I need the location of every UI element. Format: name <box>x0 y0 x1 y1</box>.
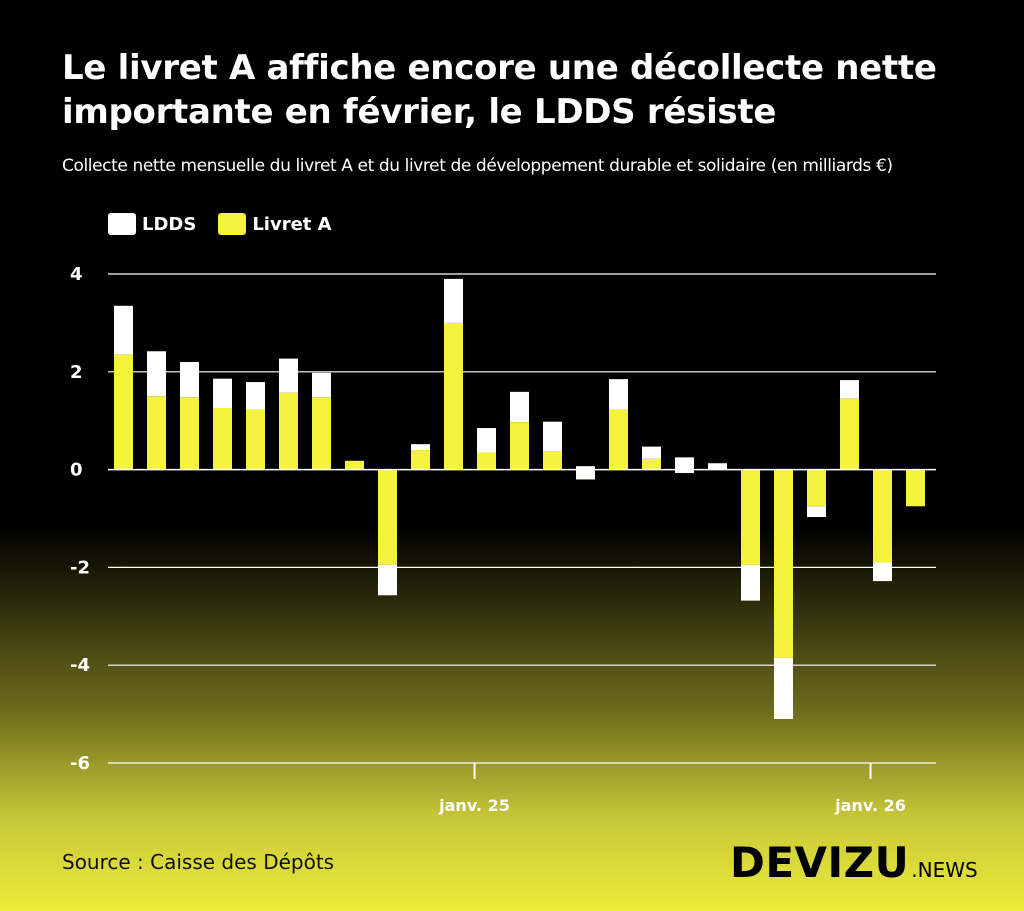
source-note: Source : Caisse des Dépôts <box>62 850 335 874</box>
legend-item-livret-a: Livret A <box>218 213 332 235</box>
bar-ldds <box>510 391 529 423</box>
bar-ldds <box>411 444 430 451</box>
bar-ldds <box>774 657 793 719</box>
bar-ldds <box>147 351 166 397</box>
legend-label-livret-a: Livret A <box>252 213 332 235</box>
bar-livret-a <box>180 397 199 470</box>
bar-ldds <box>279 358 298 393</box>
y-tick-label: 2 <box>70 362 83 383</box>
devizu-logo: DEVIZU .NEWS <box>730 838 978 887</box>
bar-ldds <box>840 380 859 399</box>
bar-livret-a <box>378 469 397 565</box>
bar-ldds <box>807 506 826 518</box>
y-tick-label: -2 <box>70 557 90 578</box>
bar-livret-a <box>345 460 364 470</box>
bar-livret-a <box>906 469 925 507</box>
bar-livret-a <box>510 422 529 470</box>
bar-livret-a <box>741 469 760 565</box>
bar-ldds <box>378 564 397 596</box>
bar-livret-a <box>147 396 166 470</box>
x-tick-label: janv. 25 <box>438 796 510 815</box>
bar-ldds <box>741 564 760 601</box>
legend-swatch-ldds <box>108 213 136 235</box>
bar-ldds <box>576 466 595 480</box>
bar-livret-a <box>477 452 496 470</box>
logo-main-text: DEVIZU <box>730 838 910 887</box>
bar-ldds <box>609 379 628 410</box>
y-tick-label: 0 <box>70 460 83 481</box>
y-tick-label: -4 <box>70 655 90 676</box>
bar-ldds <box>114 305 133 355</box>
chart-title: Le livret A affiche encore une décollect… <box>62 48 937 132</box>
bar-livret-a <box>411 450 430 470</box>
bar-ldds <box>543 421 562 452</box>
bar-livret-a <box>774 469 793 658</box>
x-tick-label: janv. 26 <box>834 796 906 815</box>
bar-ldds <box>180 362 199 398</box>
bar-ldds <box>477 428 496 453</box>
bar-ldds <box>213 378 232 408</box>
bar-ldds <box>708 463 727 470</box>
bar-ldds <box>873 562 892 582</box>
bar-livret-a <box>642 458 661 470</box>
y-tick-label: -6 <box>70 753 90 774</box>
bar-ldds <box>444 278 463 323</box>
bar-livret-a <box>213 407 232 470</box>
bar-livret-a <box>246 409 265 470</box>
chart-legend: LDDS Livret A <box>108 213 354 235</box>
y-tick-label: 4 <box>70 264 83 285</box>
bar-ldds <box>312 372 331 398</box>
bar-ldds <box>675 457 694 474</box>
legend-label-ldds: LDDS <box>142 213 197 235</box>
bar-ldds <box>642 446 661 459</box>
legend-swatch-livret-a <box>218 213 247 235</box>
bar-livret-a <box>114 354 133 470</box>
bar-livret-a <box>444 322 463 470</box>
bar-livret-a <box>840 398 859 470</box>
bar-ldds <box>246 382 265 410</box>
bar-livret-a <box>543 451 562 470</box>
logo-sub-text: .NEWS <box>911 858 978 882</box>
bar-livret-a <box>807 469 826 507</box>
chart-subtitle: Collecte nette mensuelle du livret A et … <box>62 156 893 176</box>
bar-livret-a <box>609 409 628 470</box>
legend-item-ldds: LDDS <box>108 213 196 235</box>
bar-livret-a <box>312 397 331 470</box>
bar-livret-a <box>873 469 892 563</box>
bar-livret-a <box>279 392 298 470</box>
